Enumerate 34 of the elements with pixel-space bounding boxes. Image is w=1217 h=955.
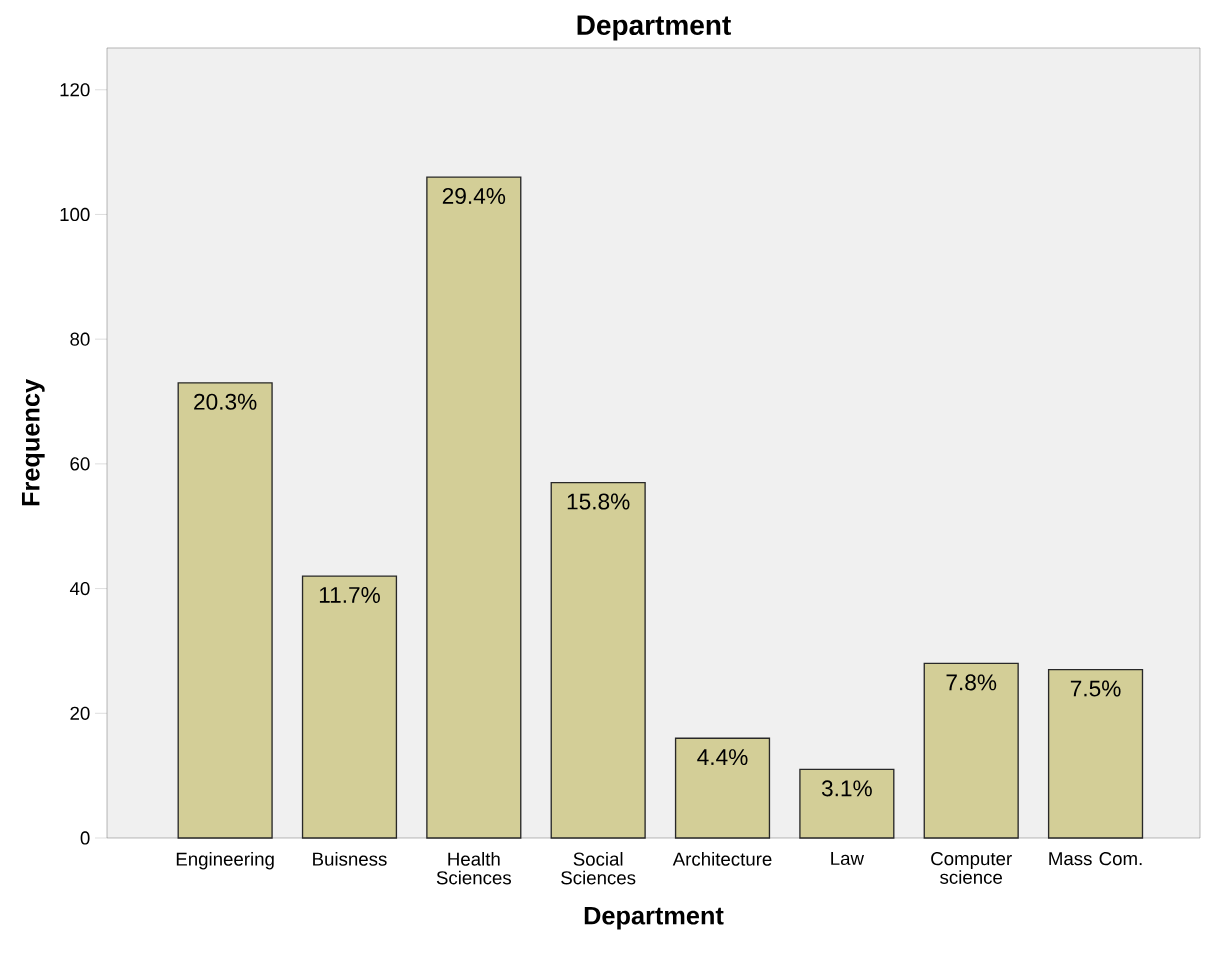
annotation: 4.4% bbox=[697, 749, 748, 766]
bar bbox=[1047, 668, 1144, 839]
annotation: 15.8% bbox=[567, 493, 630, 510]
bar bbox=[799, 768, 895, 839]
x-tick-label: Health Sciences bbox=[436, 852, 512, 885]
x-tick-label: Buisness bbox=[313, 852, 387, 866]
y-tick-label: 0 bbox=[80, 831, 90, 845]
annotation: 7.8% bbox=[946, 674, 997, 691]
annotation: 7.5% bbox=[1070, 680, 1121, 697]
x-axis-title: Department bbox=[584, 906, 724, 930]
bar bbox=[923, 662, 1019, 839]
chart-title: Department bbox=[577, 15, 731, 41]
y-tick-label: 40 bbox=[69, 581, 90, 596]
bar bbox=[426, 176, 522, 839]
y-tick-label: 80 bbox=[70, 332, 90, 346]
bar bbox=[177, 382, 273, 839]
x-tick-label: Architecture bbox=[672, 852, 772, 866]
x-tick-label: Computer science bbox=[931, 852, 1012, 884]
x-tick-label: Mass Com. bbox=[1049, 852, 1142, 866]
annotation: 3.1% bbox=[821, 780, 872, 797]
annotation: 29.4% bbox=[442, 187, 506, 205]
y-tick-label: 20 bbox=[70, 706, 90, 720]
bar bbox=[301, 575, 398, 839]
y-tick-label: 100 bbox=[60, 207, 90, 222]
bar bbox=[674, 737, 771, 839]
y-axis-title: Frequency bbox=[21, 379, 45, 506]
bar bbox=[550, 481, 646, 839]
x-tick-label: Law bbox=[831, 852, 865, 866]
x-tick-label: Social Sciences bbox=[561, 852, 636, 885]
x-tick-label: Engineering bbox=[176, 852, 274, 870]
y-tick-label: 60 bbox=[70, 457, 90, 471]
annotation: 20.3% bbox=[194, 393, 257, 410]
annotation: 11.7% bbox=[319, 587, 380, 603]
y-tick-label: 120 bbox=[60, 83, 90, 97]
